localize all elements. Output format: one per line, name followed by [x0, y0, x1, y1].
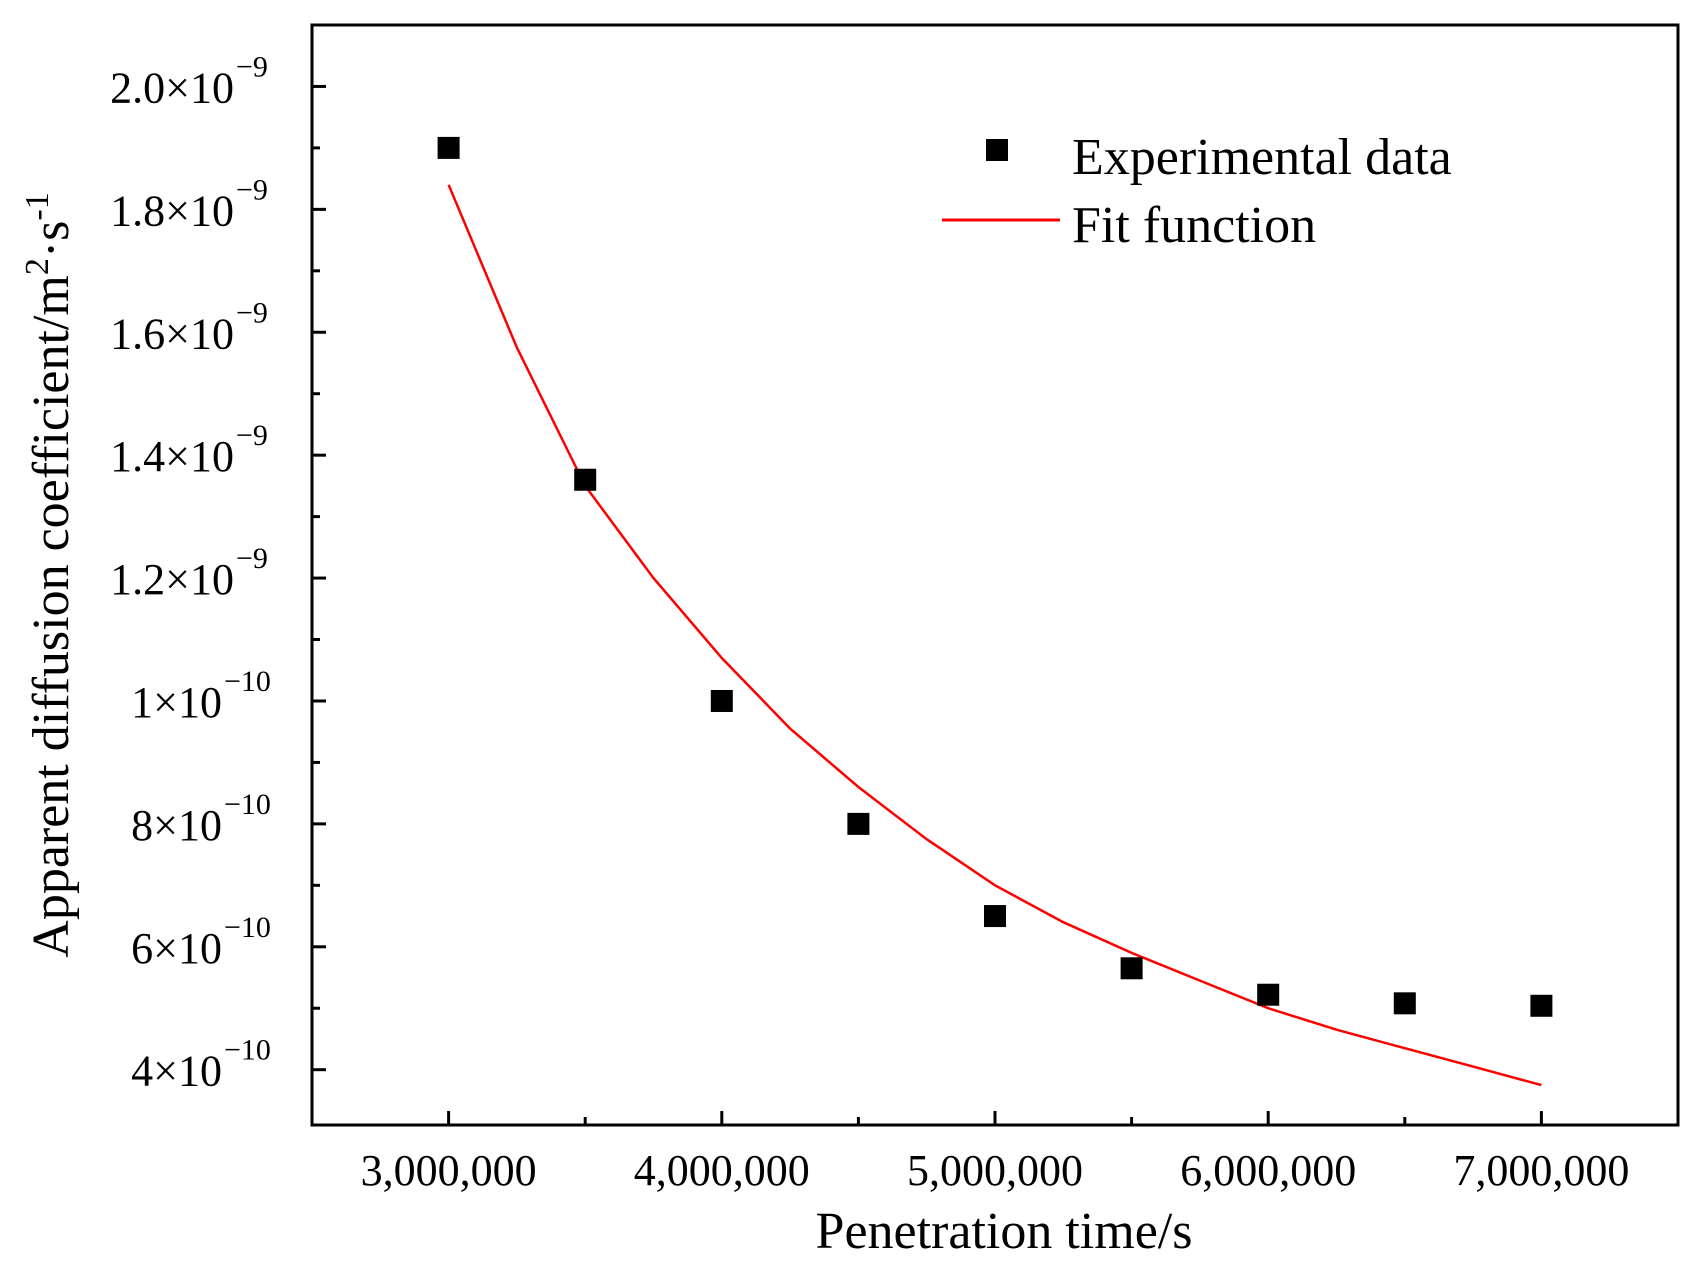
y-axis-title-main: Apparent diffusion coefficient/: [23, 315, 80, 958]
y-tick-label: 6×10: [131, 924, 222, 973]
y-tick-label: 1.6×10: [110, 309, 234, 358]
legend-label-fit: Fit function: [1072, 197, 1316, 254]
plot-frame: [310, 23, 1680, 1127]
data-point: [574, 468, 597, 491]
data-point: [1393, 992, 1416, 1015]
x-tick-label: 6,000,000: [1180, 1146, 1356, 1195]
y-tick-exponent: −9: [236, 542, 268, 575]
x-tick-label: 4,000,000: [634, 1146, 810, 1195]
x-axis: 3,000,000 4,000,000 5,000,000 6,000,000 7,00…: [361, 1111, 1629, 1195]
x-tick-label: 7,000,000: [1453, 1146, 1629, 1195]
legend-label-experimental: Experimental data: [1072, 129, 1452, 186]
x-axis-title: Penetration time/s: [816, 1203, 1193, 1260]
data-point: [1530, 994, 1553, 1017]
y-tick-exponent: −10: [224, 788, 271, 821]
y-axis-title: Apparent diffusion coefficient/m2·s-1: [19, 192, 80, 957]
y-axis-unit-s-power: -1: [19, 192, 56, 220]
y-tick-exponent: −10: [224, 665, 271, 698]
data-point: [710, 689, 733, 712]
y-tick-exponent: −9: [236, 296, 268, 329]
y-tick-label: 1.4×10: [110, 432, 234, 481]
y-axis-unit-m: m: [23, 275, 80, 315]
x-tick-label: 5,000,000: [907, 1146, 1083, 1195]
y-axis-unit-dot: ·: [23, 241, 80, 258]
legend: Experimental data Fit function: [942, 129, 1452, 254]
y-tick-label: 4×10: [131, 1047, 222, 1096]
y-axis: 4×10 −106×10 −108×10 −101×10 −101.2×10 −91.4×…: [110, 50, 326, 1096]
data-point: [1257, 983, 1280, 1006]
y-axis-unit-s: s: [23, 221, 80, 241]
y-axis-unit-m-power: 2: [19, 258, 56, 275]
y-tick-label: 1.2×10: [110, 555, 234, 604]
y-tick-exponent: −10: [224, 1034, 271, 1067]
y-tick-exponent: −10: [224, 911, 271, 944]
data-point: [437, 136, 460, 159]
y-tick-label: 1.8×10: [110, 186, 234, 235]
fit-function-line: [447, 184, 1542, 1087]
y-tick-label: 1×10: [131, 678, 222, 727]
data-point: [984, 905, 1006, 928]
data-point: [1120, 957, 1143, 980]
y-tick-exponent: −9: [236, 50, 268, 83]
x-tick-label: 3,000,000: [361, 1146, 537, 1195]
y-tick-label: 8×10: [131, 801, 222, 850]
data-point: [847, 812, 870, 835]
y-tick-exponent: −9: [236, 419, 268, 452]
legend-marker-experimental: [986, 139, 1008, 161]
experimental-data-series: [437, 136, 1553, 1017]
y-tick-label: 2.0×10: [110, 63, 234, 112]
y-tick-exponent: −9: [236, 173, 268, 206]
